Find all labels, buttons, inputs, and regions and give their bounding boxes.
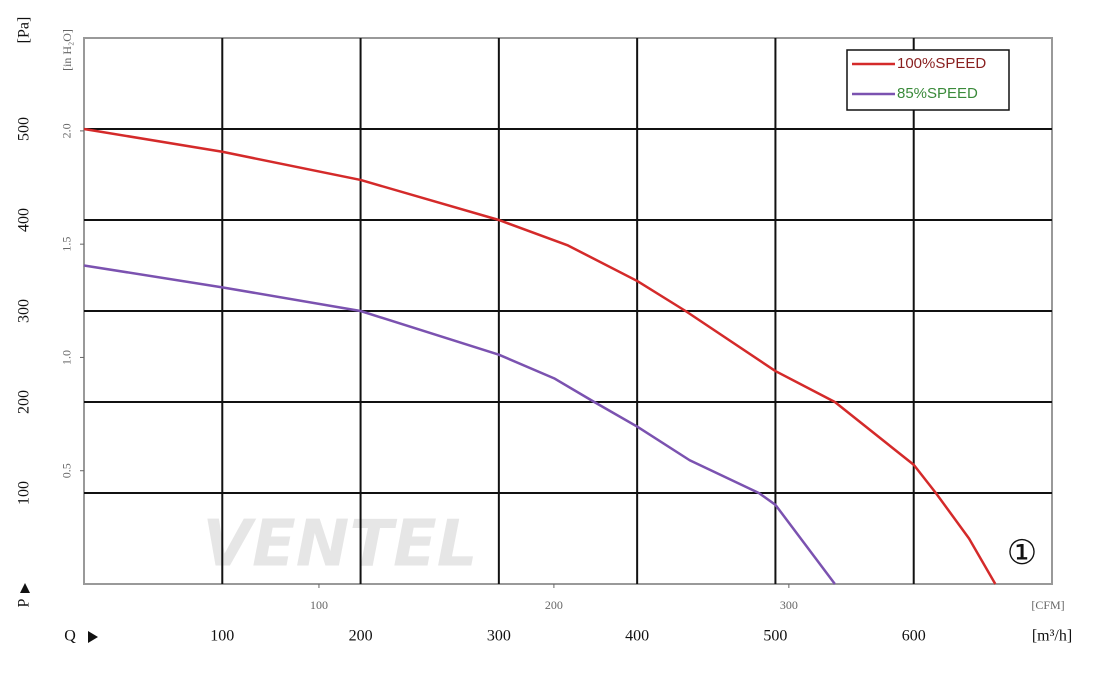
- x-tick-label: 600: [902, 628, 926, 645]
- y-tick-label: 200: [16, 390, 33, 414]
- x2-tick-label: 200: [545, 598, 563, 612]
- y2-tick-label: 1.5: [60, 237, 74, 252]
- y-axis-label: [Pa]: [16, 17, 33, 44]
- y-axis-letter: P: [16, 598, 33, 607]
- x-axis-label: [m³/h]: [1032, 628, 1072, 645]
- y2-tick-label: 2.0: [60, 123, 74, 138]
- legend-label: 85%SPEED: [897, 85, 978, 102]
- series-line: [83, 264, 836, 585]
- x2-tick-label: 300: [780, 598, 798, 612]
- x2-axis-label: [CFM]: [1031, 598, 1064, 612]
- annotation: ①: [1007, 535, 1037, 572]
- x-tick-label: 400: [625, 628, 649, 645]
- watermark: VENTEL: [203, 508, 478, 582]
- y2-tick-label: 0.5: [60, 463, 74, 478]
- x-axis-letter: Q: [64, 628, 76, 645]
- q-arrow: [88, 631, 98, 643]
- series-line: [83, 127, 997, 585]
- y2-tick-label: 1.0: [60, 350, 74, 365]
- y-tick-label: 400: [16, 208, 33, 232]
- x-tick-label: 100: [210, 628, 234, 645]
- y-tick-label: 500: [16, 117, 33, 141]
- y2-axis-label: [in H₂O]: [60, 29, 74, 71]
- y-tick-label: 100: [16, 481, 33, 505]
- x2-tick-label: 100: [310, 598, 328, 612]
- y-tick-label: 300: [16, 299, 33, 323]
- x-tick-label: 200: [349, 628, 373, 645]
- x-tick-label: 500: [763, 628, 787, 645]
- legend-label: 100%SPEED: [897, 55, 986, 72]
- legend-box: [846, 49, 1010, 111]
- x-tick-label: 300: [487, 628, 511, 645]
- p-arrow: [20, 583, 30, 593]
